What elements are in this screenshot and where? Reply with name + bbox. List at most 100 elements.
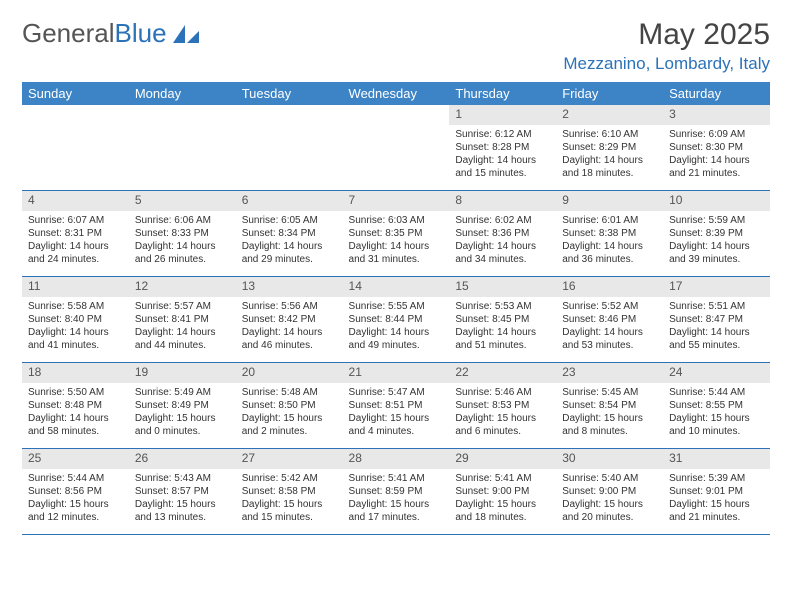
day-number: 23 (556, 363, 663, 383)
sunset-text: Sunset: 8:58 PM (242, 485, 337, 498)
daylight-text-1: Daylight: 15 hours (242, 412, 337, 425)
sunset-text: Sunset: 8:45 PM (455, 313, 550, 326)
daylight-text-1: Daylight: 15 hours (135, 498, 230, 511)
daylight-text-1: Daylight: 14 hours (242, 240, 337, 253)
weekday-header: Wednesday (343, 82, 450, 105)
daylight-text-1: Daylight: 15 hours (669, 498, 764, 511)
calendar-table: Sunday Monday Tuesday Wednesday Thursday… (22, 82, 770, 535)
sunset-text: Sunset: 8:36 PM (455, 227, 550, 240)
day-cell: Sunrise: 5:41 AMSunset: 9:00 PMDaylight:… (449, 469, 556, 535)
day-number: 19 (129, 363, 236, 383)
day-number: 9 (556, 191, 663, 211)
daylight-text-2: and 4 minutes. (349, 425, 444, 438)
daylight-text-1: Daylight: 15 hours (28, 498, 123, 511)
sunrise-text: Sunrise: 5:57 AM (135, 300, 230, 313)
daylight-text-1: Daylight: 15 hours (349, 498, 444, 511)
day-cell: Sunrise: 5:57 AMSunset: 8:41 PMDaylight:… (129, 297, 236, 363)
sunrise-text: Sunrise: 6:06 AM (135, 214, 230, 227)
day-number: 3 (663, 105, 770, 125)
sunset-text: Sunset: 8:54 PM (562, 399, 657, 412)
sunrise-text: Sunrise: 5:52 AM (562, 300, 657, 313)
daylight-text-2: and 51 minutes. (455, 339, 550, 352)
sunrise-text: Sunrise: 5:46 AM (455, 386, 550, 399)
sunset-text: Sunset: 8:48 PM (28, 399, 123, 412)
day-cell: Sunrise: 5:44 AMSunset: 8:55 PMDaylight:… (663, 383, 770, 449)
day-cell (22, 125, 129, 191)
day-data-row: Sunrise: 6:07 AMSunset: 8:31 PMDaylight:… (22, 211, 770, 277)
sunset-text: Sunset: 8:55 PM (669, 399, 764, 412)
day-cell: Sunrise: 5:52 AMSunset: 8:46 PMDaylight:… (556, 297, 663, 363)
sunset-text: Sunset: 8:40 PM (28, 313, 123, 326)
daylight-text-1: Daylight: 14 hours (669, 154, 764, 167)
day-number: 28 (343, 449, 450, 469)
day-data-row: Sunrise: 5:58 AMSunset: 8:40 PMDaylight:… (22, 297, 770, 363)
sunset-text: Sunset: 8:57 PM (135, 485, 230, 498)
daylight-text-1: Daylight: 14 hours (349, 240, 444, 253)
sunset-text: Sunset: 9:00 PM (455, 485, 550, 498)
day-number: 27 (236, 449, 343, 469)
daylight-text-1: Daylight: 15 hours (349, 412, 444, 425)
day-number: 13 (236, 277, 343, 297)
weekday-header: Sunday (22, 82, 129, 105)
daylight-text-2: and 24 minutes. (28, 253, 123, 266)
sunrise-text: Sunrise: 5:39 AM (669, 472, 764, 485)
sunset-text: Sunset: 8:53 PM (455, 399, 550, 412)
daylight-text-2: and 10 minutes. (669, 425, 764, 438)
sunrise-text: Sunrise: 6:12 AM (455, 128, 550, 141)
sunrise-text: Sunrise: 5:55 AM (349, 300, 444, 313)
day-cell (343, 125, 450, 191)
sunset-text: Sunset: 8:41 PM (135, 313, 230, 326)
daylight-text-1: Daylight: 15 hours (562, 498, 657, 511)
day-cell (236, 125, 343, 191)
daylight-text-2: and 58 minutes. (28, 425, 123, 438)
daylight-text-2: and 21 minutes. (669, 511, 764, 524)
daylight-text-1: Daylight: 14 hours (455, 154, 550, 167)
day-cell: Sunrise: 5:41 AMSunset: 8:59 PMDaylight:… (343, 469, 450, 535)
daylight-text-2: and 2 minutes. (242, 425, 337, 438)
day-cell: Sunrise: 5:55 AMSunset: 8:44 PMDaylight:… (343, 297, 450, 363)
sunset-text: Sunset: 8:39 PM (669, 227, 764, 240)
day-number: 25 (22, 449, 129, 469)
sunrise-text: Sunrise: 5:42 AM (242, 472, 337, 485)
sunset-text: Sunset: 8:28 PM (455, 141, 550, 154)
header: GeneralBlue May 2025 Mezzanino, Lombardy… (22, 18, 770, 74)
day-cell: Sunrise: 6:01 AMSunset: 8:38 PMDaylight:… (556, 211, 663, 277)
daylight-text-1: Daylight: 14 hours (28, 326, 123, 339)
sunrise-text: Sunrise: 5:41 AM (349, 472, 444, 485)
weekday-header: Thursday (449, 82, 556, 105)
day-cell: Sunrise: 5:49 AMSunset: 8:49 PMDaylight:… (129, 383, 236, 449)
day-number: 17 (663, 277, 770, 297)
daylight-text-2: and 15 minutes. (242, 511, 337, 524)
day-number: 18 (22, 363, 129, 383)
sunrise-text: Sunrise: 5:56 AM (242, 300, 337, 313)
day-cell: Sunrise: 5:39 AMSunset: 9:01 PMDaylight:… (663, 469, 770, 535)
daylight-text-1: Daylight: 14 hours (669, 326, 764, 339)
day-cell: Sunrise: 5:43 AMSunset: 8:57 PMDaylight:… (129, 469, 236, 535)
month-title: May 2025 (563, 18, 770, 52)
sunrise-text: Sunrise: 5:48 AM (242, 386, 337, 399)
daylight-text-1: Daylight: 14 hours (669, 240, 764, 253)
day-cell: Sunrise: 5:40 AMSunset: 9:00 PMDaylight:… (556, 469, 663, 535)
daylight-text-1: Daylight: 14 hours (135, 240, 230, 253)
day-cell: Sunrise: 5:42 AMSunset: 8:58 PMDaylight:… (236, 469, 343, 535)
logo-text-1: General (22, 18, 115, 49)
daylight-text-2: and 15 minutes. (455, 167, 550, 180)
sunrise-text: Sunrise: 5:41 AM (455, 472, 550, 485)
daylight-text-1: Daylight: 15 hours (669, 412, 764, 425)
day-cell: Sunrise: 5:48 AMSunset: 8:50 PMDaylight:… (236, 383, 343, 449)
sunset-text: Sunset: 8:38 PM (562, 227, 657, 240)
day-data-row: Sunrise: 5:50 AMSunset: 8:48 PMDaylight:… (22, 383, 770, 449)
sunset-text: Sunset: 8:31 PM (28, 227, 123, 240)
day-number: 15 (449, 277, 556, 297)
title-block: May 2025 Mezzanino, Lombardy, Italy (563, 18, 770, 74)
location: Mezzanino, Lombardy, Italy (563, 54, 770, 74)
day-number (236, 105, 343, 125)
day-number: 21 (343, 363, 450, 383)
sunrise-text: Sunrise: 5:40 AM (562, 472, 657, 485)
daylight-text-1: Daylight: 14 hours (28, 240, 123, 253)
day-number (129, 105, 236, 125)
day-number: 6 (236, 191, 343, 211)
daylight-text-1: Daylight: 14 hours (562, 326, 657, 339)
day-cell: Sunrise: 6:03 AMSunset: 8:35 PMDaylight:… (343, 211, 450, 277)
logo: GeneralBlue (22, 18, 201, 49)
